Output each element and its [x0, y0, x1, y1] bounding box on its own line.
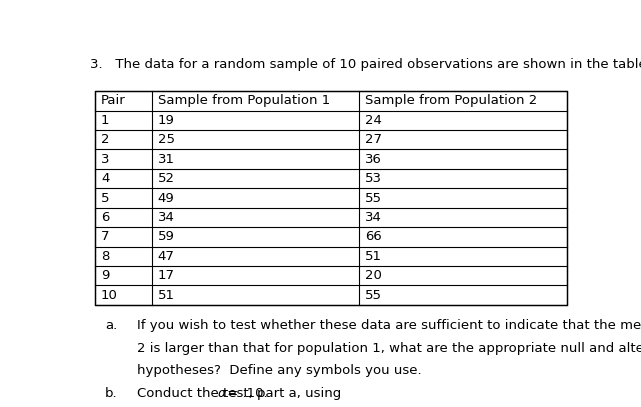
- Text: 66: 66: [365, 230, 382, 243]
- Text: hypotheses?  Define any symbols you use.: hypotheses? Define any symbols you use.: [137, 364, 422, 377]
- Text: 55: 55: [365, 192, 382, 204]
- Text: Pair: Pair: [101, 94, 126, 107]
- Text: 7: 7: [101, 230, 110, 243]
- Text: 27: 27: [365, 133, 382, 146]
- Text: 17: 17: [158, 269, 174, 282]
- Text: 59: 59: [158, 230, 174, 243]
- Text: 52: 52: [158, 172, 174, 185]
- Text: Sample from Population 2: Sample from Population 2: [365, 94, 538, 107]
- Text: 2: 2: [101, 133, 110, 146]
- Text: If you wish to test whether these data are sufficient to indicate that the mean : If you wish to test whether these data a…: [137, 319, 641, 332]
- Text: 19: 19: [158, 114, 174, 127]
- Text: 34: 34: [158, 211, 174, 224]
- Text: = .10.: = .10.: [223, 387, 268, 400]
- Text: 47: 47: [158, 250, 174, 263]
- Text: 20: 20: [365, 269, 382, 282]
- Bar: [95, 91, 567, 305]
- Text: 24: 24: [365, 114, 382, 127]
- Text: 4: 4: [101, 172, 110, 185]
- Text: 2 is larger than that for population 1, what are the appropriate null and altern: 2 is larger than that for population 1, …: [137, 341, 641, 354]
- Text: 51: 51: [365, 250, 382, 263]
- Text: 36: 36: [365, 153, 382, 166]
- Text: Conduct the test, part a, using: Conduct the test, part a, using: [137, 387, 345, 400]
- Text: 9: 9: [101, 269, 110, 282]
- Text: 49: 49: [158, 192, 174, 204]
- Text: 51: 51: [158, 289, 174, 302]
- Text: 5: 5: [101, 192, 110, 204]
- Text: 10: 10: [101, 289, 118, 302]
- Text: 1: 1: [101, 114, 110, 127]
- Text: 31: 31: [158, 153, 174, 166]
- Text: 3.   The data for a random sample of 10 paired observations are shown in the tab: 3. The data for a random sample of 10 pa…: [90, 58, 641, 71]
- Text: 6: 6: [101, 211, 110, 224]
- Text: 8: 8: [101, 250, 110, 263]
- Text: Sample from Population 1: Sample from Population 1: [158, 94, 330, 107]
- Text: α: α: [217, 387, 226, 400]
- Text: b.: b.: [105, 387, 117, 400]
- Text: 34: 34: [365, 211, 382, 224]
- Text: 3: 3: [101, 153, 110, 166]
- Text: 25: 25: [158, 133, 174, 146]
- Text: 53: 53: [365, 172, 382, 185]
- Text: 55: 55: [365, 289, 382, 302]
- Text: a.: a.: [105, 319, 117, 332]
